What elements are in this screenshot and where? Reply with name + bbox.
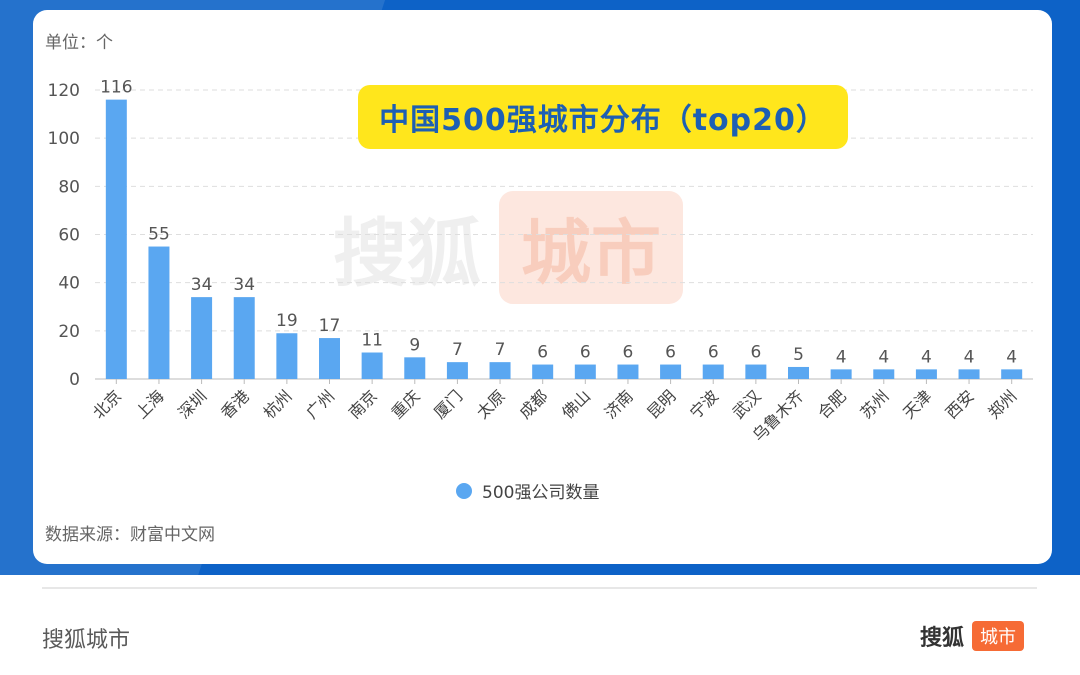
- data-label: 6: [708, 343, 719, 363]
- x-tick-label: 香港: [217, 386, 253, 422]
- x-tick-label: 上海: [132, 386, 168, 422]
- x-tick-label: 宁波: [686, 386, 722, 422]
- data-label: 4: [878, 347, 889, 367]
- data-label: 7: [452, 340, 463, 360]
- y-tick-label: 120: [48, 81, 80, 101]
- x-tick-label: 成都: [515, 386, 551, 422]
- y-tick-label: 60: [58, 226, 80, 246]
- y-tick-label: 100: [48, 129, 80, 149]
- data-label: 34: [233, 275, 255, 295]
- y-tick-label: 40: [58, 274, 80, 294]
- chart-title: 中国500强城市分布（top20）: [358, 85, 848, 149]
- x-tick-label: 苏州: [857, 386, 893, 422]
- data-label: 6: [580, 343, 591, 363]
- data-label: 116: [100, 78, 132, 98]
- bar[interactable]: [745, 364, 767, 379]
- bar[interactable]: [873, 369, 895, 379]
- data-label: 7: [495, 340, 506, 360]
- bar[interactable]: [702, 364, 724, 379]
- bar[interactable]: [361, 352, 383, 379]
- x-tick-label: 厦门: [430, 386, 466, 422]
- x-tick-label: 郑州: [984, 386, 1020, 422]
- x-tick-label: 南京: [345, 386, 381, 422]
- x-tick-label: 西安: [942, 386, 978, 422]
- x-tick-label: 合肥: [814, 386, 850, 422]
- bar[interactable]: [915, 369, 937, 379]
- x-tick-label: 广州: [302, 386, 338, 422]
- bar[interactable]: [191, 297, 213, 379]
- bar[interactable]: [404, 357, 426, 379]
- brand-badge: 城市: [972, 621, 1025, 651]
- unit-label: 单位：个: [45, 33, 113, 53]
- bar[interactable]: [148, 246, 170, 379]
- data-label: 19: [276, 311, 298, 331]
- data-label: 6: [537, 343, 548, 363]
- data-label: 5: [793, 345, 804, 365]
- x-tick-label: 杭州: [260, 386, 296, 422]
- bar[interactable]: [660, 364, 682, 379]
- brand-text: 搜狐: [920, 626, 965, 651]
- x-tick-label: 太原: [473, 386, 509, 422]
- bar[interactable]: [446, 362, 468, 379]
- legend[interactable]: 500强公司数量: [456, 478, 599, 503]
- legend-dot-icon: [456, 482, 472, 499]
- bar[interactable]: [958, 369, 980, 379]
- bar[interactable]: [1001, 369, 1023, 379]
- bar[interactable]: [319, 338, 340, 379]
- bar[interactable]: [233, 297, 255, 379]
- footer-brand-logo[interactable]: 搜狐 城市: [920, 620, 1025, 652]
- bar[interactable]: [830, 369, 852, 379]
- y-tick-label: 80: [58, 177, 80, 197]
- y-tick-label: 0: [69, 370, 80, 390]
- data-label: 6: [623, 343, 634, 363]
- bar[interactable]: [617, 364, 639, 379]
- footer-title: 搜狐城市: [42, 628, 131, 653]
- divider: [42, 587, 1037, 589]
- data-label: 9: [409, 335, 420, 355]
- x-tick-label: 昆明: [643, 386, 679, 422]
- legend-label: 500强公司数量: [482, 483, 600, 503]
- x-tick-label: 重庆: [388, 386, 424, 422]
- bar[interactable]: [788, 366, 809, 379]
- x-tick-label: 深圳: [174, 386, 210, 422]
- data-label: 4: [964, 347, 975, 367]
- y-tick-label: 20: [58, 322, 80, 342]
- data-label: 55: [148, 225, 170, 245]
- data-label: 4: [921, 347, 932, 367]
- data-label: 11: [361, 331, 383, 351]
- bar[interactable]: [489, 362, 511, 379]
- source-note: 数据来源：财富中文网: [45, 525, 215, 545]
- bar[interactable]: [105, 99, 127, 379]
- data-label: 17: [319, 316, 341, 336]
- data-label: 34: [191, 275, 213, 295]
- x-tick-label: 武汉: [729, 386, 765, 422]
- data-label: 4: [1006, 347, 1017, 367]
- data-label: 6: [665, 343, 676, 363]
- x-tick-label: 北京: [89, 386, 125, 422]
- x-tick-label: 天津: [899, 386, 935, 422]
- bar[interactable]: [276, 333, 298, 379]
- bar[interactable]: [532, 364, 554, 379]
- x-tick-label: 佛山: [558, 386, 594, 422]
- chart-card: 单位：个 搜狐 城市 0 20 40 60 80 100 120 116 北京 55 上海 34 深圳 3…: [33, 10, 1052, 564]
- x-tick-label: 济南: [601, 386, 637, 422]
- data-label: 6: [750, 343, 761, 363]
- bar[interactable]: [574, 364, 596, 379]
- data-label: 4: [836, 347, 847, 367]
